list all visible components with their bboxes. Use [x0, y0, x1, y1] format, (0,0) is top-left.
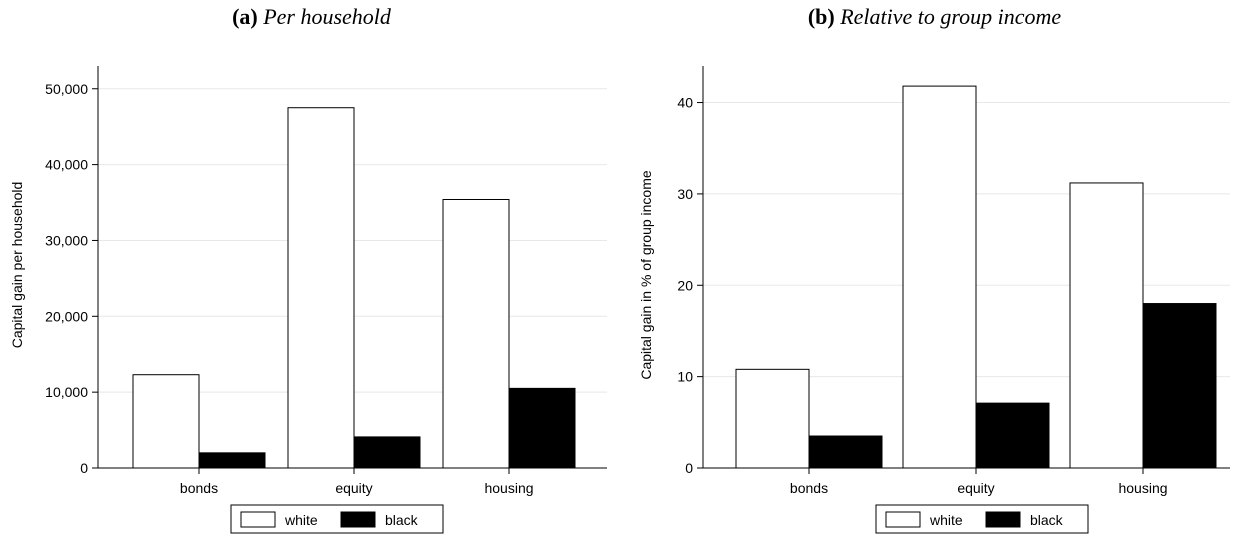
legend-swatch-black-a — [340, 511, 376, 528]
y-tick-label-a: 0 — [80, 460, 88, 476]
chart-title-b: Relative to group income — [840, 4, 1062, 29]
chart-panel-a: (a) Per household 0 10,000 20,000 30,000 40,… — [0, 4, 623, 534]
legend-label-black-b: black — [1030, 512, 1064, 528]
legend-label-white-b: white — [929, 512, 963, 528]
x-tick-label-b: bonds — [790, 480, 828, 496]
y-axis-label-b: Capital gain in % of group income — [638, 170, 654, 380]
y-tick-label-a: 50,000 — [45, 81, 88, 97]
y-tick-label-a: 10,000 — [45, 384, 88, 400]
legend-swatch-white-b — [885, 511, 921, 528]
bar-white-housing-b — [1069, 182, 1144, 469]
y-tick-label-b: 10 — [677, 369, 693, 385]
chart-panel-b: (b) Relative to group income 0 10 20 30 40 Ca… — [623, 0, 1246, 537]
x-tick-label-a: housing — [484, 480, 533, 496]
x-tick-label-b: equity — [957, 480, 994, 496]
y-tick-label-b: 0 — [685, 460, 693, 476]
y-tick-label-b: 30 — [677, 186, 693, 202]
bar-white-bonds-b — [735, 368, 810, 469]
bar-white-equity-b — [902, 85, 977, 469]
x-tick-label-b: housing — [1118, 480, 1167, 496]
panel-label-a: (a) — [232, 4, 258, 29]
chart-title-a: Per household — [263, 4, 391, 29]
legend-swatch-black-b — [985, 511, 1021, 528]
bar-black-housing-a — [508, 387, 576, 469]
y-axis-label-a: Capital gain per household — [9, 182, 25, 349]
panel-label-b: (b) — [807, 4, 835, 29]
chart-svg-a: 0 10,000 20,000 30,000 40,000 50,000 Capital g… — [9, 66, 607, 534]
legend-label-black-a: black — [385, 512, 419, 528]
y-tick-label-a: 30,000 — [45, 232, 88, 248]
chart-svg-b: 0 10 20 30 40 Capital gain in % of group inco… — [638, 66, 1230, 534]
bar-black-equity-b — [975, 402, 1050, 469]
y-tick-label-a: 40,000 — [45, 157, 88, 173]
bar-black-equity-a — [353, 436, 421, 469]
bar-black-bonds-b — [808, 435, 883, 469]
legend-label-white-a: white — [284, 512, 318, 528]
y-tick-label-a: 20,000 — [45, 308, 88, 324]
x-tick-label-a: bonds — [180, 480, 218, 496]
bar-white-bonds-a — [132, 374, 200, 469]
bar-white-equity-a — [287, 107, 355, 469]
panel-title-b: (b) Relative to group income — [623, 4, 1246, 30]
x-tick-label-a: equity — [335, 480, 372, 496]
bar-black-bonds-a — [198, 452, 266, 469]
bar-white-housing-a — [442, 198, 510, 469]
panel-title-a: (a) Per household — [0, 4, 623, 30]
legend-swatch-white-a — [240, 511, 276, 528]
y-tick-label-b: 20 — [677, 277, 693, 293]
bar-black-housing-b — [1142, 303, 1217, 469]
y-tick-label-b: 40 — [677, 95, 693, 111]
